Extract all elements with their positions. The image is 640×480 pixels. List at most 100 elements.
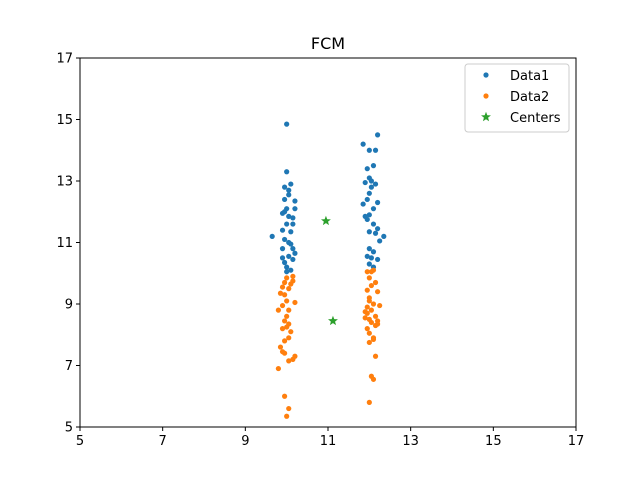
data-point [360,141,366,147]
data-point [284,324,290,330]
data-point [366,147,372,153]
x-tick-label: 13 [402,434,419,449]
data-point [282,279,288,286]
data-point [284,169,290,175]
data-point [286,253,292,259]
data-point [284,313,290,319]
data-point [372,147,379,153]
data-point [290,215,296,221]
y-tick-label: 17 [56,52,73,67]
data-point [277,344,284,350]
data-point [370,249,377,255]
data-point [364,287,370,293]
data-point [372,353,379,359]
series-data2 [275,267,383,419]
data-point [375,226,381,232]
data-point [279,302,286,309]
data-point [282,338,288,344]
data-point [364,310,370,316]
data-point [286,192,292,198]
data-point [375,256,381,263]
data-point [375,321,381,327]
legend-label: Data2 [510,90,549,105]
y-tick-label: 9 [65,298,73,313]
data-point [282,292,288,298]
data-point [288,267,294,273]
data-point [372,313,379,319]
data-point [381,233,387,239]
data-point [284,298,290,304]
data-point [370,221,377,227]
data-point [288,329,294,335]
data-point [290,246,296,252]
data-point [282,318,288,324]
legend-label: Data1 [510,69,549,84]
x-tick-label: 9 [241,434,249,449]
data-point [372,279,379,286]
x-tick-label: 15 [485,434,502,449]
plot-area [269,121,387,419]
data-point [368,184,374,190]
data-point [288,229,294,235]
data-point [366,246,372,252]
data-point [292,299,298,306]
data-point [277,290,284,296]
data-point [364,196,370,203]
data-point [364,269,370,275]
x-tick-label: 5 [76,434,84,449]
data-point [366,330,372,336]
data-point [290,256,296,263]
data-point [370,376,377,382]
data-point [286,213,292,219]
data-point [286,187,292,193]
data-point [364,304,370,310]
series-data1 [269,121,387,275]
data-point [286,358,292,364]
data-point [377,302,383,309]
data-point [370,206,377,212]
data-point [377,238,383,244]
data-point [375,289,381,295]
legend-dot-icon [483,72,489,78]
data-point [368,319,374,326]
series-centers [320,215,338,326]
data-point [279,255,286,261]
data-point [292,250,298,256]
data-point [368,269,374,275]
x-tick-label: 17 [568,434,585,449]
x-tick-label: 11 [320,434,337,449]
y-tick-label: 11 [56,236,73,251]
data-point [366,229,372,235]
data-point [286,239,292,246]
data-point [284,269,290,275]
data-point [279,326,286,332]
data-point [362,179,368,186]
data-point [360,201,366,207]
data-point [368,178,374,184]
data-point [282,184,288,190]
data-point [269,233,275,239]
data-point [366,261,372,267]
data-point [290,221,296,227]
data-point [286,335,292,341]
data-point [364,326,370,332]
center-point [328,315,338,326]
data-point [366,212,372,218]
data-point [282,350,288,356]
data-point [366,190,372,196]
data-point [292,198,298,204]
data-point [290,356,296,362]
data-point [362,315,368,321]
data-point [282,259,288,266]
data-point [375,132,381,138]
data-point [284,121,290,127]
data-point [366,399,372,405]
data-point [286,405,292,412]
data-point [275,365,281,372]
data-point [284,221,290,227]
y-tick-label: 7 [65,359,73,374]
data-point [288,181,294,187]
data-point [290,278,296,284]
data-point [282,393,288,399]
data-point [282,196,288,203]
